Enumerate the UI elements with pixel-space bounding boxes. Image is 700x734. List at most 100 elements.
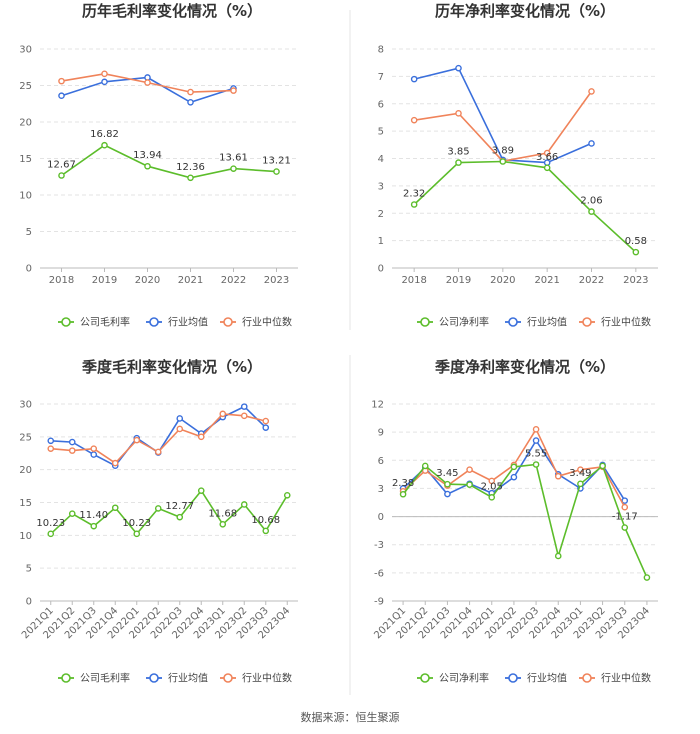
- legend-label: 行业均值: [168, 316, 208, 329]
- data-point: [643, 574, 651, 581]
- data-point: [466, 466, 473, 473]
- data-point: [532, 437, 540, 444]
- data-point: [554, 552, 562, 560]
- data-point: [47, 445, 55, 452]
- data-point: [101, 70, 108, 78]
- data-point: [273, 168, 280, 175]
- data-label: 13.21: [262, 156, 291, 167]
- data-label: 12.77: [165, 501, 194, 512]
- data-label: 3.45: [436, 468, 458, 479]
- y-tick-label: 25: [19, 432, 32, 443]
- data-point: [187, 98, 194, 106]
- x-tick-label: 2022: [221, 275, 246, 286]
- data-label: 11.40: [79, 510, 108, 521]
- series-line: [402, 463, 648, 578]
- legend-label: 行业中位数: [242, 316, 292, 329]
- data-label: 5.55: [525, 449, 547, 460]
- data-point: [510, 463, 518, 471]
- data-label: 10.23: [36, 518, 65, 529]
- series-line: [50, 489, 288, 536]
- y-tick-label: 15: [19, 498, 32, 509]
- y-tick-label: -6: [374, 568, 384, 579]
- data-label: 3.49: [569, 468, 591, 479]
- data-label: 16.82: [90, 129, 119, 140]
- data-point: [588, 88, 595, 95]
- legend-marker: [508, 317, 518, 327]
- data-point: [466, 481, 473, 488]
- legend-label: 公司净利率: [439, 316, 489, 329]
- data-point: [543, 149, 551, 157]
- y-tick-label: -3: [374, 540, 384, 551]
- y-tick-label: 0: [378, 264, 384, 275]
- data-point: [262, 417, 270, 425]
- data-point: [577, 480, 584, 488]
- data-point: [90, 522, 98, 530]
- data-point: [154, 505, 162, 512]
- legend-marker: [582, 673, 592, 683]
- data-point: [421, 462, 429, 470]
- data-point: [187, 174, 194, 182]
- y-tick-label: 12: [371, 400, 384, 411]
- legend-label: 行业均值: [168, 672, 208, 685]
- data-point: [68, 438, 76, 446]
- y-tick-label: 25: [19, 81, 32, 92]
- x-tick-label: 2019: [446, 275, 471, 286]
- y-tick-label: 30: [19, 45, 32, 56]
- y-tick-label: 2: [378, 209, 384, 220]
- x-tick-label: 2021: [178, 275, 203, 286]
- x-tick-label: 2018: [401, 275, 426, 286]
- data-point: [240, 501, 248, 508]
- data-point: [632, 248, 640, 256]
- y-tick-label: 3: [378, 484, 384, 495]
- data-point: [543, 164, 551, 172]
- data-point: [455, 159, 462, 166]
- data-point: [144, 79, 151, 86]
- legend-marker: [508, 673, 518, 683]
- chart-title: 季度净利率变化情况（%）: [435, 358, 615, 376]
- legend-label: 公司毛利率: [80, 672, 130, 685]
- data-point: [621, 497, 629, 504]
- y-tick-label: 6: [378, 456, 384, 467]
- data-point: [588, 208, 595, 215]
- data-point: [58, 92, 65, 100]
- data-point: [101, 78, 108, 86]
- data-point: [532, 461, 540, 468]
- data-point: [588, 140, 595, 147]
- data-point: [133, 530, 141, 538]
- y-tick-label: 3: [378, 181, 384, 192]
- data-point: [554, 472, 562, 480]
- data-point: [499, 158, 507, 165]
- data-label: 2.38: [392, 478, 414, 489]
- y-tick-label: 1: [378, 236, 384, 247]
- data-point: [197, 487, 205, 494]
- data-point: [577, 466, 584, 473]
- data-point: [58, 172, 65, 179]
- data-label: 13.94: [133, 150, 162, 161]
- data-point: [410, 116, 418, 124]
- legend-label: 公司毛利率: [80, 316, 130, 329]
- series-line: [61, 144, 277, 179]
- y-tick-label: 15: [19, 154, 32, 165]
- y-tick-label: 8: [378, 45, 384, 56]
- data-label: 2.32: [403, 188, 425, 199]
- data-label: 3.89: [492, 146, 514, 157]
- chart-title: 季度毛利率变化情况（%）: [82, 358, 262, 376]
- data-label: 3.66: [536, 152, 558, 163]
- y-tick-label: 5: [378, 127, 384, 138]
- data-point: [176, 425, 184, 433]
- y-tick-label: 5: [26, 227, 32, 238]
- data-point: [240, 403, 248, 410]
- legend-marker: [149, 317, 159, 327]
- x-tick-label: 2018: [49, 275, 74, 286]
- data-point: [410, 75, 418, 83]
- data-point: [197, 433, 205, 441]
- y-tick-label: 7: [378, 72, 384, 83]
- legend-marker: [61, 317, 71, 327]
- data-point: [68, 510, 76, 517]
- data-label: 12.36: [176, 162, 205, 173]
- data-point: [176, 513, 184, 521]
- data-point: [621, 503, 629, 511]
- legend-marker: [223, 317, 233, 327]
- legend-marker: [582, 317, 592, 327]
